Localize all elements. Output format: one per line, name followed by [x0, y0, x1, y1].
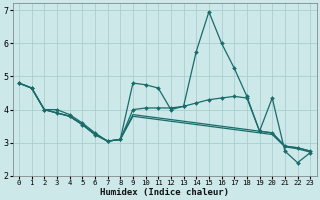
X-axis label: Humidex (Indice chaleur): Humidex (Indice chaleur) [100, 188, 229, 197]
